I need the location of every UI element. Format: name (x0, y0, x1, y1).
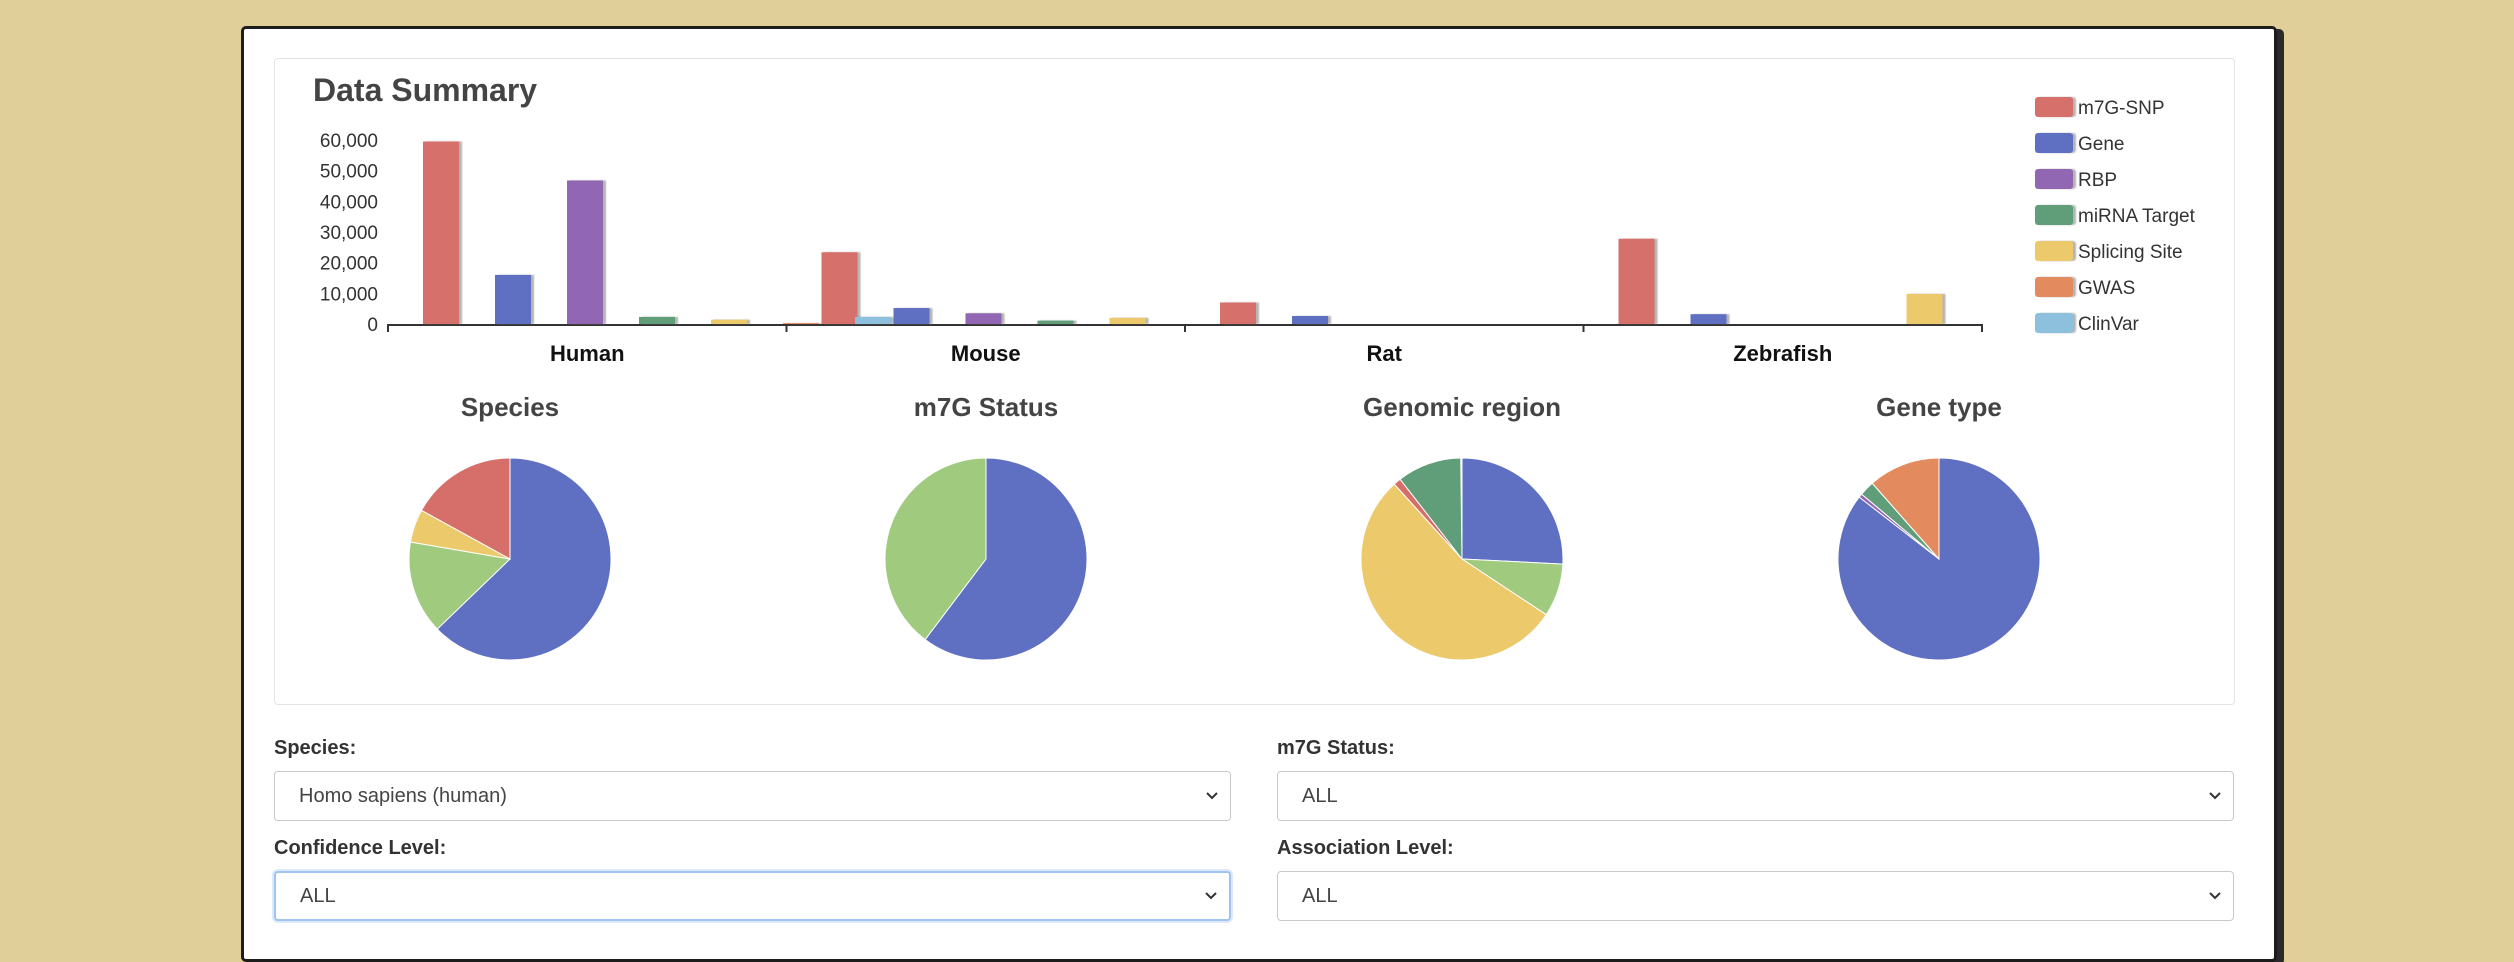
pie-title: Genomic region (1363, 392, 1561, 422)
legend-swatch (2035, 205, 2073, 225)
bar (893, 308, 930, 324)
chevron-down-icon (1206, 792, 1218, 800)
legend-label: Gene (2078, 134, 2124, 155)
bar (1906, 293, 1943, 324)
bar (1292, 316, 1328, 324)
status-label: m7G Status: (1277, 737, 1395, 759)
legend-label: m7G-SNP (2078, 98, 2165, 119)
confidence-label: Confidence Level: (274, 837, 447, 859)
bar (783, 323, 819, 324)
bar (495, 274, 531, 324)
bar (639, 316, 675, 324)
legend-label: GWAS (2078, 278, 2135, 299)
y-tick-label: 20,000 (320, 254, 378, 275)
chevron-down-icon (2209, 792, 2221, 800)
pie-title: Gene type (1876, 392, 2002, 422)
species-label: Species: (274, 737, 357, 759)
bar (1109, 317, 1146, 324)
pie-slice (420, 457, 511, 560)
y-tick-label: 30,000 (320, 223, 378, 244)
y-tick-label: 50,000 (320, 162, 378, 183)
legend-label: ClinVar (2078, 314, 2140, 335)
association-label: Association Level: (1277, 837, 1454, 859)
confidence-select[interactable]: ALL (274, 871, 1231, 921)
bar (711, 319, 747, 324)
bar (567, 180, 603, 324)
pie-slice (436, 457, 612, 661)
pie-slice (1360, 483, 1547, 661)
pie-slice (1461, 457, 1564, 565)
pie-slice (1399, 457, 1463, 561)
y-tick-label: 0 (367, 315, 378, 336)
legend-swatch (2035, 169, 2073, 189)
pie-title: m7G Status (914, 392, 1059, 422)
summary-charts: 60,000 50,000 40,000 30,000 20,000 10,000 0 Hum… (320, 97, 2196, 661)
bar (423, 141, 459, 324)
chevron-down-icon (2209, 892, 2221, 900)
pie-title: Species (461, 392, 559, 422)
status-select-value: ALL (1302, 784, 1338, 807)
bar (1618, 238, 1655, 324)
pie-slice (884, 457, 987, 641)
chevron-down-icon (1205, 892, 1217, 900)
legend-swatch (2035, 313, 2073, 333)
bar (965, 313, 1002, 324)
y-tick-label: 10,000 (320, 284, 378, 305)
panel-title: Data Summary (313, 72, 538, 108)
bar (821, 252, 858, 324)
legend-label: RBP (2078, 170, 2117, 191)
bar (1037, 320, 1074, 324)
association-select-value: ALL (1302, 884, 1338, 907)
x-tick-label: Mouse (951, 341, 1021, 366)
legend-swatch (2035, 97, 2073, 117)
status-select[interactable]: ALL (1277, 771, 2234, 821)
y-tick-label: 60,000 (320, 131, 378, 152)
legend-label: miRNA Target (2078, 206, 2196, 227)
y-tick-label: 40,000 (320, 192, 378, 213)
x-tick-label: Zebrafish (1733, 341, 1832, 366)
x-tick-label: Rat (1367, 341, 1403, 366)
confidence-select-value: ALL (300, 884, 336, 907)
pie-slice (1871, 457, 1940, 561)
bar (855, 316, 891, 324)
species-select-value: Homo sapiens (human) (299, 784, 507, 807)
legend-swatch (2035, 241, 2073, 261)
species-select[interactable]: Homo sapiens (human) (274, 771, 1231, 821)
legend-swatch (2035, 133, 2073, 153)
x-tick-label: Human (550, 341, 625, 366)
legend-swatch (2035, 277, 2073, 297)
bar (1220, 302, 1256, 324)
bar (1690, 314, 1727, 324)
pie-slice (408, 541, 512, 630)
legend-label: Splicing Site (2078, 242, 2183, 263)
association-select[interactable]: ALL (1277, 871, 2234, 921)
pie-slice (924, 457, 1088, 661)
